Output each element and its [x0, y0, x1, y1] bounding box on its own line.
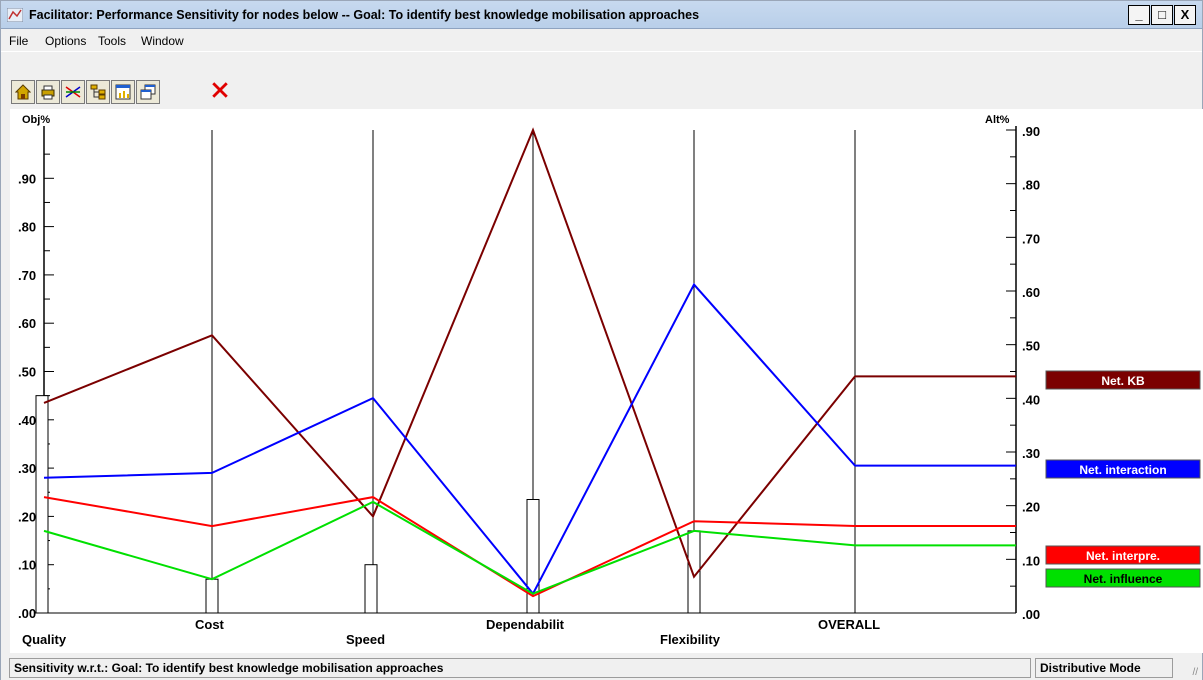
right-tick-label: .10 [1022, 553, 1040, 568]
left-tick-label: .50 [18, 365, 36, 380]
category-label: Flexibility [660, 632, 721, 647]
legend-item[interactable]: Net. interaction [1045, 459, 1201, 479]
status-text: Sensitivity w.r.t.: Goal: To identify be… [9, 658, 1031, 678]
legend-swatch [1045, 545, 1201, 565]
menu-options[interactable]: Options [45, 34, 87, 48]
menu-file[interactable]: File [9, 34, 29, 48]
home-icon[interactable] [11, 80, 35, 104]
objective-weight-bar [35, 395, 49, 614]
minimize-button[interactable]: _ [1128, 5, 1150, 25]
series-line-net-kb [43, 127, 1016, 579]
legend-label: Net. KB [1101, 374, 1145, 388]
tree-icon[interactable] [86, 80, 110, 104]
series-line-net-influence [43, 500, 1016, 595]
left-tick-label: .80 [18, 220, 36, 235]
right-tick-label: .90 [1022, 124, 1040, 139]
legend-item[interactable]: Net. influence [1045, 568, 1201, 588]
chart-window-icon[interactable] [111, 80, 135, 104]
status-bar: Sensitivity w.r.t.: Goal: To identify be… [1, 656, 1202, 680]
series-line-net-interpre [43, 496, 1016, 598]
left-axis-label: Obj% [22, 114, 50, 126]
right-tick-label: .30 [1022, 446, 1040, 461]
category-label: Quality [22, 632, 67, 647]
right-tick-label: .80 [1022, 178, 1040, 193]
objective-weight-bar [526, 498, 540, 614]
right-tick-label: .20 [1022, 500, 1040, 515]
left-tick-label: .10 [18, 558, 36, 573]
legend-label: Net. interpre. [1086, 549, 1160, 563]
print-icon[interactable] [36, 80, 60, 104]
maximize-button[interactable]: □ [1151, 5, 1173, 25]
left-tick-label: .90 [18, 171, 36, 186]
left-tick-label: .30 [18, 461, 36, 476]
crossing-lines-icon[interactable] [61, 80, 85, 104]
toolbar [1, 51, 1202, 81]
cascade-windows-icon[interactable] [136, 80, 160, 104]
legend-item[interactable]: Net. KB [1045, 370, 1201, 390]
close-button[interactable]: X [1174, 5, 1196, 25]
right-tick-label: .00 [1022, 607, 1040, 622]
left-tick-label: .70 [18, 268, 36, 283]
right-axis-label: Alt% [985, 114, 1010, 126]
menu-tools[interactable]: Tools [98, 34, 127, 48]
menu-bar: File Options Tools Window [1, 29, 1202, 51]
left-tick-label: .20 [18, 509, 36, 524]
objective-weight-bar [205, 578, 219, 614]
resize-grip-icon[interactable]: // [1192, 667, 1198, 678]
app-icon [7, 8, 23, 22]
close-red-x-icon[interactable] [211, 80, 235, 104]
title-bar[interactable]: Facilitator: Performance Sensitivity for… [1, 1, 1202, 29]
left-tick-label: .40 [18, 413, 36, 428]
category-label: Dependabilit [486, 617, 565, 632]
category-label: Speed [346, 632, 385, 647]
legend-swatch [1045, 459, 1201, 479]
window-title: Facilitator: Performance Sensitivity for… [29, 8, 700, 22]
mode-indicator: Distributive Mode [1035, 658, 1173, 678]
sensitivity-chart-svg: Obj% Alt% .00 .10 .20 .30 .40 .50 .60 .70 .80 .90 .0… [18, 114, 1201, 647]
category-label: Cost [195, 617, 225, 632]
sensitivity-chart[interactable]: Obj% Alt% .00 .10 .20 .30 .40 .50 .60 .70 .80 .90 .0… [10, 109, 1203, 653]
legend-label: Net. influence [1084, 572, 1163, 586]
legend-label: Net. interaction [1079, 463, 1166, 477]
right-tick-label: .70 [1022, 231, 1040, 246]
menu-window[interactable]: Window [141, 34, 184, 48]
right-tick-label: .60 [1022, 285, 1040, 300]
left-tick-label: .60 [18, 316, 36, 331]
right-tick-label: .40 [1022, 392, 1040, 407]
category-label: OVERALL [818, 617, 880, 632]
right-tick-label: .50 [1022, 339, 1040, 354]
legend-swatch [1045, 370, 1201, 390]
legend-item[interactable]: Net. interpre. [1045, 545, 1201, 565]
left-tick-label: .00 [18, 606, 36, 621]
objective-weight-bar [364, 564, 378, 614]
legend-swatch [1045, 568, 1201, 588]
